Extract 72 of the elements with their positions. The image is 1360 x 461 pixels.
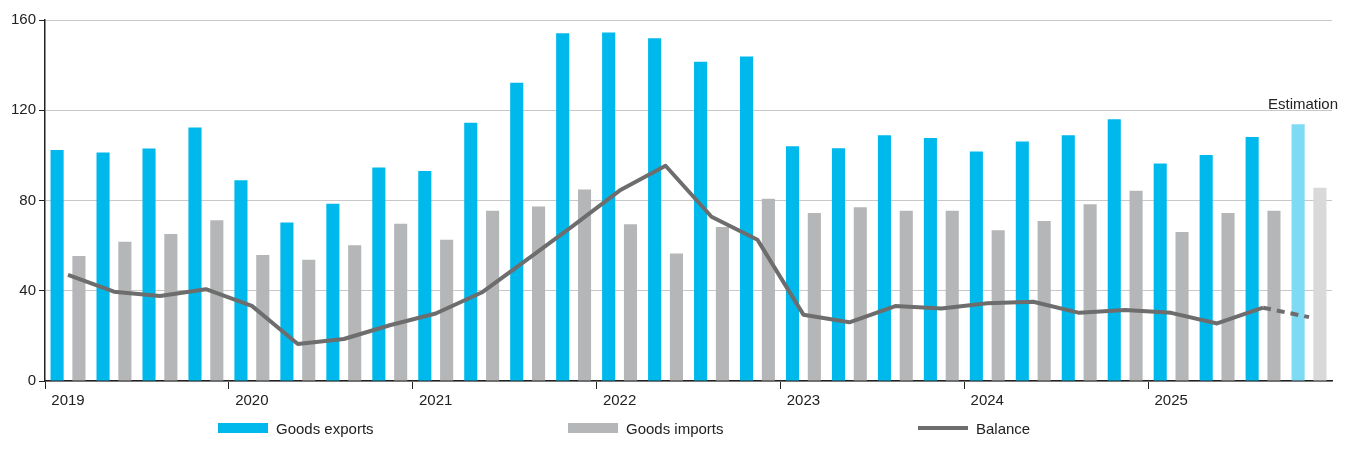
bar	[1153, 163, 1167, 381]
bar	[418, 170, 432, 381]
bar	[877, 135, 891, 381]
bar	[510, 82, 524, 381]
bar	[372, 167, 386, 381]
bar	[831, 148, 846, 381]
bar	[464, 122, 478, 381]
bar	[623, 224, 638, 381]
bar	[945, 210, 959, 381]
bar	[142, 148, 156, 381]
bar	[210, 220, 224, 381]
bar	[715, 226, 729, 381]
bar	[761, 198, 775, 381]
bar	[991, 230, 1005, 381]
bar	[1291, 124, 1305, 381]
bar	[648, 38, 662, 381]
bar	[1107, 119, 1121, 381]
y-tick-label: 160	[11, 10, 37, 28]
bar	[280, 222, 294, 381]
bar	[577, 189, 592, 381]
annotation: Estimation	[1267, 94, 1338, 112]
bar	[532, 206, 546, 381]
bar	[234, 180, 248, 381]
bar	[1061, 135, 1075, 381]
bar	[1083, 204, 1097, 381]
x-tick-label: 2021	[419, 391, 453, 409]
bar	[72, 256, 86, 381]
bar	[256, 255, 270, 381]
x-tick-label: 2025	[1154, 391, 1188, 409]
bar	[326, 203, 340, 381]
y-tick-label: 120	[11, 100, 37, 118]
bar	[302, 259, 316, 381]
x-tick-label: 2024	[970, 391, 1004, 409]
legend-label: Balance	[976, 419, 1031, 437]
bar	[1175, 232, 1189, 381]
bar	[899, 210, 913, 381]
bar	[785, 146, 800, 381]
bar	[1221, 212, 1235, 381]
bar	[1015, 141, 1029, 381]
bar	[969, 151, 983, 381]
bar	[1313, 187, 1327, 381]
bar	[1245, 137, 1259, 381]
bar	[853, 207, 867, 381]
bar	[394, 223, 408, 381]
y-tick-label: 0	[27, 371, 37, 389]
bar	[807, 212, 821, 381]
bar	[602, 32, 616, 381]
legend-label: Goods exports	[276, 419, 374, 437]
y-tick-label: 80	[19, 190, 37, 208]
bar	[556, 33, 570, 381]
bar	[118, 241, 132, 381]
bar	[440, 239, 454, 381]
bar	[923, 138, 937, 381]
x-tick-label: 2023	[786, 391, 821, 409]
y-tick-label: 40	[19, 280, 37, 298]
x-tick-label: 2019	[51, 391, 85, 409]
bar	[1199, 154, 1213, 381]
bar	[50, 149, 64, 381]
bar	[486, 210, 500, 381]
bar	[188, 127, 202, 381]
bar	[694, 61, 708, 381]
bar	[1129, 190, 1143, 381]
bar	[669, 253, 683, 381]
legend-label: Goods imports	[626, 419, 724, 437]
bar	[96, 152, 110, 381]
bar	[1267, 210, 1281, 381]
bar	[1037, 221, 1051, 381]
bar	[348, 245, 362, 381]
x-tick-label: 2020	[235, 391, 269, 409]
x-tick-label: 2022	[602, 391, 637, 409]
bar	[739, 56, 754, 381]
bar	[164, 234, 178, 381]
